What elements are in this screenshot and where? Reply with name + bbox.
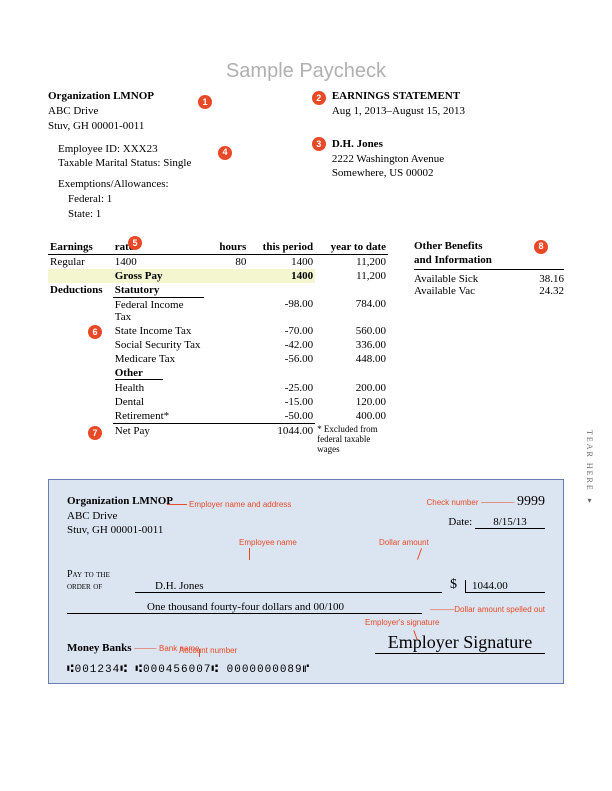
- col-earnings: Earnings: [48, 240, 113, 255]
- statutory-head: Statutory: [113, 283, 204, 298]
- badge-3: 3: [312, 137, 326, 151]
- row-regular-rate: 1400: [113, 254, 204, 269]
- stat-0-period: -98.00: [248, 297, 315, 324]
- tear-here: TEAR HERE ▾: [585, 430, 594, 507]
- mid-block: 5 Earnings rate hours this period year t…: [48, 240, 564, 456]
- label-employee: Employee name: [239, 538, 297, 547]
- benefits-head-2: and Information: [414, 254, 492, 266]
- col-rate: rate: [113, 240, 204, 255]
- check-number: 9999: [517, 494, 545, 509]
- check-micr: ⑆001234⑆ ⑆000456007⑆ 0000000089⑈: [67, 664, 545, 676]
- oth-2-name: Retirement*: [113, 409, 204, 424]
- other-head: Other: [115, 367, 163, 380]
- oth-1-period: -15.00: [248, 395, 315, 409]
- stat-0-ytd: 784.00: [315, 297, 388, 324]
- org-street: ABC Drive: [48, 104, 332, 119]
- badge-2: 2: [312, 91, 326, 105]
- badge-1: 1: [198, 95, 212, 109]
- ben-1-val: 24.32: [539, 285, 564, 297]
- label-dollar: Dollar amount: [379, 538, 429, 547]
- org-name: Organization LMNOP: [48, 89, 332, 104]
- employee-name: D.H. Jones: [332, 137, 564, 152]
- ben-1-name: Available Vac: [414, 285, 475, 297]
- col-hours: hours: [204, 240, 249, 255]
- ben-0-val: 38.16: [539, 273, 564, 285]
- earnings-table-wrap: 5 Earnings rate hours this period year t…: [48, 240, 388, 456]
- benefits-head-1: Other Benefits: [414, 240, 483, 252]
- row-regular-name: Regular: [48, 254, 113, 269]
- deductions-head: Deductions: [48, 283, 113, 298]
- row-regular-period: 1400: [248, 254, 315, 269]
- stat-1-period: -70.00: [248, 324, 315, 338]
- net-period: 1044.00: [248, 423, 315, 455]
- check-bank: Money Banks: [67, 642, 132, 654]
- stat-1-ytd: 560.00: [315, 324, 388, 338]
- row-regular-ytd: 11,200: [315, 254, 388, 269]
- oth-1-name: Dental: [113, 395, 204, 409]
- employee-street: 2222 Washington Avenue: [332, 152, 564, 167]
- earnings-table: Earnings rate hours this period year to …: [48, 240, 388, 456]
- oth-2-period: -50.00: [248, 409, 315, 424]
- row-gross-name: Gross Pay: [113, 269, 204, 283]
- oth-0-name: Health: [113, 381, 204, 395]
- col-ytd: year to date: [315, 240, 388, 255]
- exempt-label: Exemptions/Allowances:: [58, 178, 169, 190]
- stat-1-name: State Income Tax: [113, 324, 204, 338]
- oth-0-period: -25.00: [248, 381, 315, 395]
- employee-city: Somewhere, US 00002: [332, 166, 564, 181]
- badge-4: 4: [218, 146, 232, 160]
- pay-label-2: order of: [67, 581, 102, 592]
- stat-3-name: Medicare Tax: [113, 352, 204, 366]
- stat-0-name: Federal Income Tax: [113, 297, 204, 324]
- paycheck: Organization LMNOP ABC Drive Stuv, GH 00…: [48, 479, 564, 684]
- oth-1-ytd: 120.00: [315, 395, 388, 409]
- label-spelled: Dollar amount spelled out: [454, 605, 545, 614]
- check-org-street: ABC Drive: [67, 509, 173, 523]
- ben-0-name: Available Sick: [414, 273, 478, 285]
- check-payee: D.H. Jones: [135, 580, 442, 593]
- pay-label-1: Pay to the: [67, 569, 110, 580]
- exempt-fed: Federal: 1: [68, 193, 112, 205]
- exempt-state: State: 1: [68, 208, 101, 220]
- check-amount: 1044.00: [465, 580, 545, 593]
- stat-3-ytd: 448.00: [315, 352, 388, 366]
- check-amount-words: One thousand fourty-four dollars and 00/…: [67, 601, 422, 614]
- header-block: Organization LMNOP 1 ABC Drive Stuv, GH …: [48, 89, 564, 222]
- emp-id-label: Employee ID:: [58, 143, 120, 155]
- footnote: * Excluded from federal taxable wages: [315, 423, 388, 455]
- label-checknum: Check number: [426, 498, 478, 507]
- emp-id: XXX23: [123, 143, 158, 155]
- badge-8: 8: [534, 240, 548, 254]
- row-gross-period: 1400: [248, 269, 315, 283]
- benefits-block: Other Benefits 8 and Information Availab…: [414, 240, 564, 456]
- stat-2-ytd: 336.00: [315, 338, 388, 352]
- row-regular-hours: 80: [204, 254, 249, 269]
- check-org-name: Organization LMNOP: [67, 494, 173, 508]
- badge-7: 7: [88, 426, 102, 440]
- marital: Single: [163, 157, 191, 169]
- col-period: this period: [248, 240, 315, 255]
- oth-0-ytd: 200.00: [315, 381, 388, 395]
- badge-6: 6: [88, 325, 102, 339]
- marital-label: Taxable Marital Status:: [58, 157, 160, 169]
- stmt-title: EARNINGS STATEMENT: [332, 89, 564, 104]
- stmt-period: Aug 1, 2013–August 15, 2013: [332, 104, 564, 119]
- page-title: Sample Paycheck: [48, 60, 564, 83]
- stat-2-period: -42.00: [248, 338, 315, 352]
- org-city: Stuv, GH 00001-0011: [48, 119, 332, 134]
- stat-2-name: Social Security Tax: [113, 338, 204, 352]
- stat-3-period: -56.00: [248, 352, 315, 366]
- label-employer: Employer name and address: [189, 500, 291, 509]
- check-signature: Employer Signature: [375, 632, 545, 654]
- check-date: 8/15/13: [475, 516, 545, 529]
- label-account: Account number: [179, 646, 237, 655]
- check-date-label: Date:: [448, 516, 472, 528]
- oth-2-ytd: 400.00: [315, 409, 388, 424]
- badge-5: 5: [128, 236, 142, 250]
- row-gross-ytd: 11,200: [315, 269, 388, 283]
- label-sig: Employer's signature: [365, 618, 439, 627]
- check-org-city: Stuv, GH 00001-0011: [67, 523, 173, 537]
- net-name: Net Pay: [113, 423, 204, 455]
